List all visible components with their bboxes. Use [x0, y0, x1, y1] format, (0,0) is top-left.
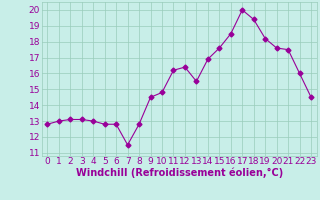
X-axis label: Windchill (Refroidissement éolien,°C): Windchill (Refroidissement éolien,°C) [76, 168, 283, 178]
